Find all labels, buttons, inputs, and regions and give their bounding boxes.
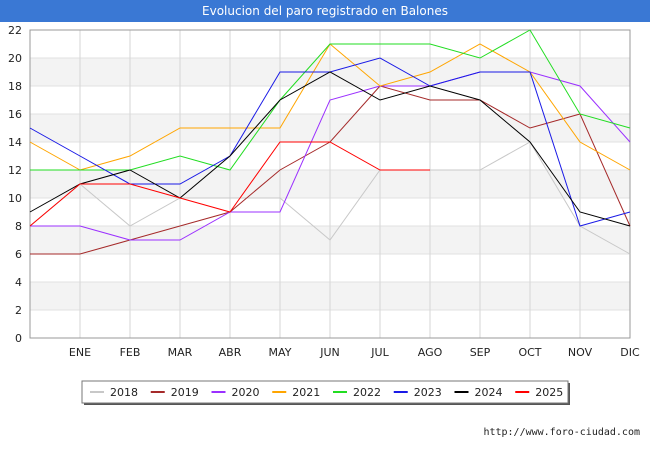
y-tick-label: 8 [15,220,22,233]
x-tick-label: MAY [269,346,292,359]
legend-label-2021: 2021 [292,386,320,399]
x-tick-label: ENE [69,346,91,359]
x-tick-label: JUN [319,346,340,359]
x-tick-label: NOV [568,346,593,359]
x-tick-label: SEP [470,346,491,359]
legend-label-2025: 2025 [535,386,563,399]
y-tick-label: 2 [15,304,22,317]
y-tick-label: 4 [15,276,22,289]
y-tick-label: 12 [8,164,22,177]
x-tick-label: OCT [518,346,541,359]
x-tick-label: MAR [168,346,193,359]
legend-label-2024: 2024 [475,386,503,399]
x-tick-label: AGO [418,346,443,359]
x-tick-label: DIC [620,346,640,359]
legend-label-2018: 2018 [110,386,138,399]
x-tick-label: FEB [120,346,141,359]
y-tick-label: 0 [15,332,22,345]
y-tick-label: 18 [8,80,22,93]
chart-title: Evolucion del paro registrado en Balones [0,0,650,22]
y-tick-label: 14 [8,136,22,149]
y-tick-label: 22 [8,24,22,37]
series-line-2024 [29,71,631,227]
y-tick-label: 16 [8,108,22,121]
y-tick-label: 10 [8,192,22,205]
y-tick-label: 6 [15,248,22,261]
legend-label-2022: 2022 [353,386,381,399]
plot-frame [29,29,631,339]
series-line-2025 [29,141,430,227]
x-tick-label: ABR [219,346,242,359]
x-tick-label: JUL [370,346,389,359]
source-watermark[interactable]: http://www.foro-ciudad.com [483,427,640,438]
legend-box [81,380,569,404]
legend-label-2023: 2023 [414,386,442,399]
legend-label-2019: 2019 [171,386,199,399]
y-tick-label: 20 [8,52,22,65]
legend-label-2020: 2020 [232,386,260,399]
